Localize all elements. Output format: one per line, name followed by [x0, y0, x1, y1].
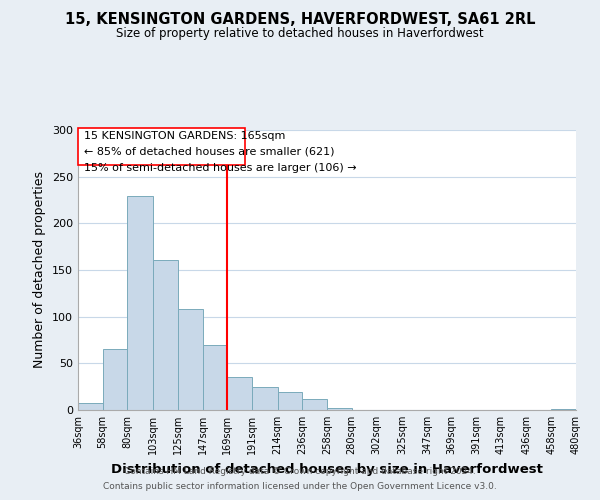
Text: Contains public sector information licensed under the Open Government Licence v3: Contains public sector information licen…	[103, 482, 497, 491]
Text: 15% of semi-detached houses are larger (106) →: 15% of semi-detached houses are larger (…	[84, 162, 356, 172]
Bar	[153, 260, 178, 410]
Bar	[227, 378, 252, 410]
Bar	[252, 386, 278, 410]
Text: Contains HM Land Registry data © Crown copyright and database right 2024.: Contains HM Land Registry data © Crown c…	[124, 467, 476, 476]
Bar	[278, 392, 302, 410]
X-axis label: Distribution of detached houses by size in Haverfordwest: Distribution of detached houses by size …	[111, 462, 543, 475]
Text: 15 KENSINGTON GARDENS: 165sqm: 15 KENSINGTON GARDENS: 165sqm	[84, 130, 286, 140]
Bar	[551, 409, 576, 410]
Bar	[302, 399, 327, 410]
Y-axis label: Number of detached properties: Number of detached properties	[34, 172, 46, 368]
Bar	[203, 344, 227, 410]
Text: ← 85% of detached houses are smaller (621): ← 85% of detached houses are smaller (62…	[84, 146, 335, 156]
Bar	[103, 350, 127, 410]
Bar	[178, 309, 203, 410]
Text: 15, KENSINGTON GARDENS, HAVERFORDWEST, SA61 2RL: 15, KENSINGTON GARDENS, HAVERFORDWEST, S…	[65, 12, 535, 28]
Bar	[127, 196, 153, 410]
Text: Size of property relative to detached houses in Haverfordwest: Size of property relative to detached ho…	[116, 28, 484, 40]
Bar	[327, 408, 352, 410]
Bar	[78, 402, 103, 410]
